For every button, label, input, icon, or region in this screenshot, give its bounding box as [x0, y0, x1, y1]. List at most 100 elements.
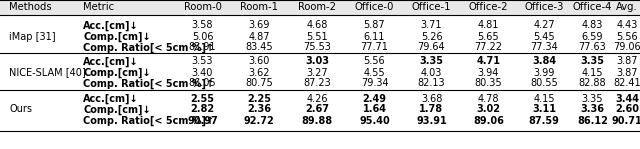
Text: 89.88: 89.88: [301, 115, 333, 125]
Text: 90.97: 90.97: [187, 115, 218, 125]
Text: 3.44: 3.44: [615, 94, 639, 104]
Text: 77.63: 77.63: [579, 42, 606, 52]
Text: 6.11: 6.11: [364, 31, 385, 42]
Text: 3.40: 3.40: [192, 67, 213, 77]
Text: 3.69: 3.69: [248, 21, 269, 31]
Text: Metric: Metric: [83, 3, 114, 13]
Text: 5.56: 5.56: [616, 31, 638, 42]
Text: 2.55: 2.55: [191, 94, 214, 104]
Text: 77.71: 77.71: [360, 42, 388, 52]
Text: 5.51: 5.51: [306, 31, 328, 42]
Text: 79.34: 79.34: [361, 79, 388, 89]
Text: 3.35: 3.35: [580, 56, 605, 66]
Text: Methods: Methods: [9, 3, 52, 13]
Text: Room-2: Room-2: [298, 3, 336, 13]
Bar: [0, 0, 640, 15]
Text: 4.83: 4.83: [582, 21, 603, 31]
Text: Comp. Ratio[< 5cm %]↑: Comp. Ratio[< 5cm %]↑: [83, 42, 214, 53]
Text: 4.87: 4.87: [248, 31, 269, 42]
Text: Avg.: Avg.: [616, 3, 638, 13]
Text: 5.65: 5.65: [477, 31, 499, 42]
Text: 4.71: 4.71: [477, 56, 500, 66]
Text: 3.71: 3.71: [420, 21, 442, 31]
Text: 3.36: 3.36: [580, 104, 605, 114]
Text: 3.11: 3.11: [532, 104, 556, 114]
Text: Ours: Ours: [9, 104, 32, 114]
Text: Comp.[cm]↓: Comp.[cm]↓: [83, 31, 150, 42]
Text: 4.68: 4.68: [307, 21, 328, 31]
Text: 87.23: 87.23: [303, 79, 331, 89]
Text: 3.53: 3.53: [192, 56, 213, 66]
Text: 5.56: 5.56: [364, 56, 385, 66]
Text: Office-0: Office-0: [355, 3, 394, 13]
Text: 5.26: 5.26: [420, 31, 442, 42]
Text: 2.67: 2.67: [305, 104, 329, 114]
Text: Room-0: Room-0: [184, 3, 221, 13]
Text: 90.71: 90.71: [612, 115, 640, 125]
Text: Acc.[cm]↓: Acc.[cm]↓: [83, 93, 139, 104]
Text: 3.35: 3.35: [419, 56, 444, 66]
Text: 79.64: 79.64: [418, 42, 445, 52]
Text: 95.40: 95.40: [359, 115, 390, 125]
Text: 93.91: 93.91: [416, 115, 447, 125]
Text: Office-1: Office-1: [412, 3, 451, 13]
Text: 86.12: 86.12: [577, 115, 608, 125]
Text: 3.02: 3.02: [477, 104, 500, 114]
Text: Comp. Ratio[< 5cm %]↑: Comp. Ratio[< 5cm %]↑: [83, 78, 214, 89]
Text: 6.59: 6.59: [582, 31, 604, 42]
Text: Comp. Ratio[< 5cm %]↑: Comp. Ratio[< 5cm %]↑: [83, 115, 214, 126]
Text: 89.06: 89.06: [473, 115, 504, 125]
Text: iMap [31]: iMap [31]: [9, 31, 56, 42]
Text: 3.03: 3.03: [305, 56, 329, 66]
Text: Room-1: Room-1: [240, 3, 278, 13]
Text: Comp.[cm]↓: Comp.[cm]↓: [83, 104, 150, 115]
Text: 83.91: 83.91: [189, 42, 216, 52]
Text: 4.78: 4.78: [477, 94, 499, 104]
Text: 3.60: 3.60: [248, 56, 269, 66]
Text: 1.78: 1.78: [419, 104, 444, 114]
Text: 2.25: 2.25: [247, 94, 271, 104]
Text: 5.87: 5.87: [364, 21, 385, 31]
Text: 5.45: 5.45: [533, 31, 555, 42]
Text: 77.22: 77.22: [474, 42, 502, 52]
Text: 4.03: 4.03: [421, 67, 442, 77]
Text: 87.59: 87.59: [529, 115, 559, 125]
Text: NICE-SLAM [40]: NICE-SLAM [40]: [9, 67, 86, 77]
Text: 4.43: 4.43: [616, 21, 637, 31]
Text: 2.82: 2.82: [191, 104, 214, 114]
Text: 3.87: 3.87: [616, 56, 637, 66]
Text: 4.81: 4.81: [478, 21, 499, 31]
Text: 77.34: 77.34: [530, 42, 558, 52]
Text: 79.06: 79.06: [613, 42, 640, 52]
Text: 3.58: 3.58: [192, 21, 213, 31]
Text: 4.26: 4.26: [307, 94, 328, 104]
Text: 75.53: 75.53: [303, 42, 331, 52]
Text: 1.64: 1.64: [362, 104, 387, 114]
Text: 4.27: 4.27: [533, 21, 555, 31]
Text: 4.55: 4.55: [364, 67, 385, 77]
Text: 82.13: 82.13: [418, 79, 445, 89]
Text: 86.05: 86.05: [189, 79, 216, 89]
Text: 3.84: 3.84: [532, 56, 556, 66]
Text: 3.68: 3.68: [421, 94, 442, 104]
Text: 3.94: 3.94: [478, 67, 499, 77]
Text: 3.62: 3.62: [248, 67, 269, 77]
Text: 82.41: 82.41: [613, 79, 640, 89]
Text: 2.60: 2.60: [615, 104, 639, 114]
Text: Acc.[cm]↓: Acc.[cm]↓: [83, 56, 139, 67]
Text: 2.36: 2.36: [247, 104, 271, 114]
Text: Office-2: Office-2: [468, 3, 508, 13]
Text: Acc.[cm]↓: Acc.[cm]↓: [83, 20, 139, 31]
Text: 3.87: 3.87: [616, 67, 637, 77]
Text: 4.15: 4.15: [582, 67, 604, 77]
Text: 83.45: 83.45: [245, 42, 273, 52]
Text: 82.88: 82.88: [579, 79, 606, 89]
Text: 80.55: 80.55: [530, 79, 558, 89]
Text: Office-3: Office-3: [524, 3, 564, 13]
Text: 3.35: 3.35: [582, 94, 604, 104]
Text: 80.75: 80.75: [245, 79, 273, 89]
Text: 4.15: 4.15: [533, 94, 555, 104]
Text: 80.35: 80.35: [475, 79, 502, 89]
Text: Comp.[cm]↓: Comp.[cm]↓: [83, 67, 150, 78]
Text: 2.49: 2.49: [362, 94, 387, 104]
